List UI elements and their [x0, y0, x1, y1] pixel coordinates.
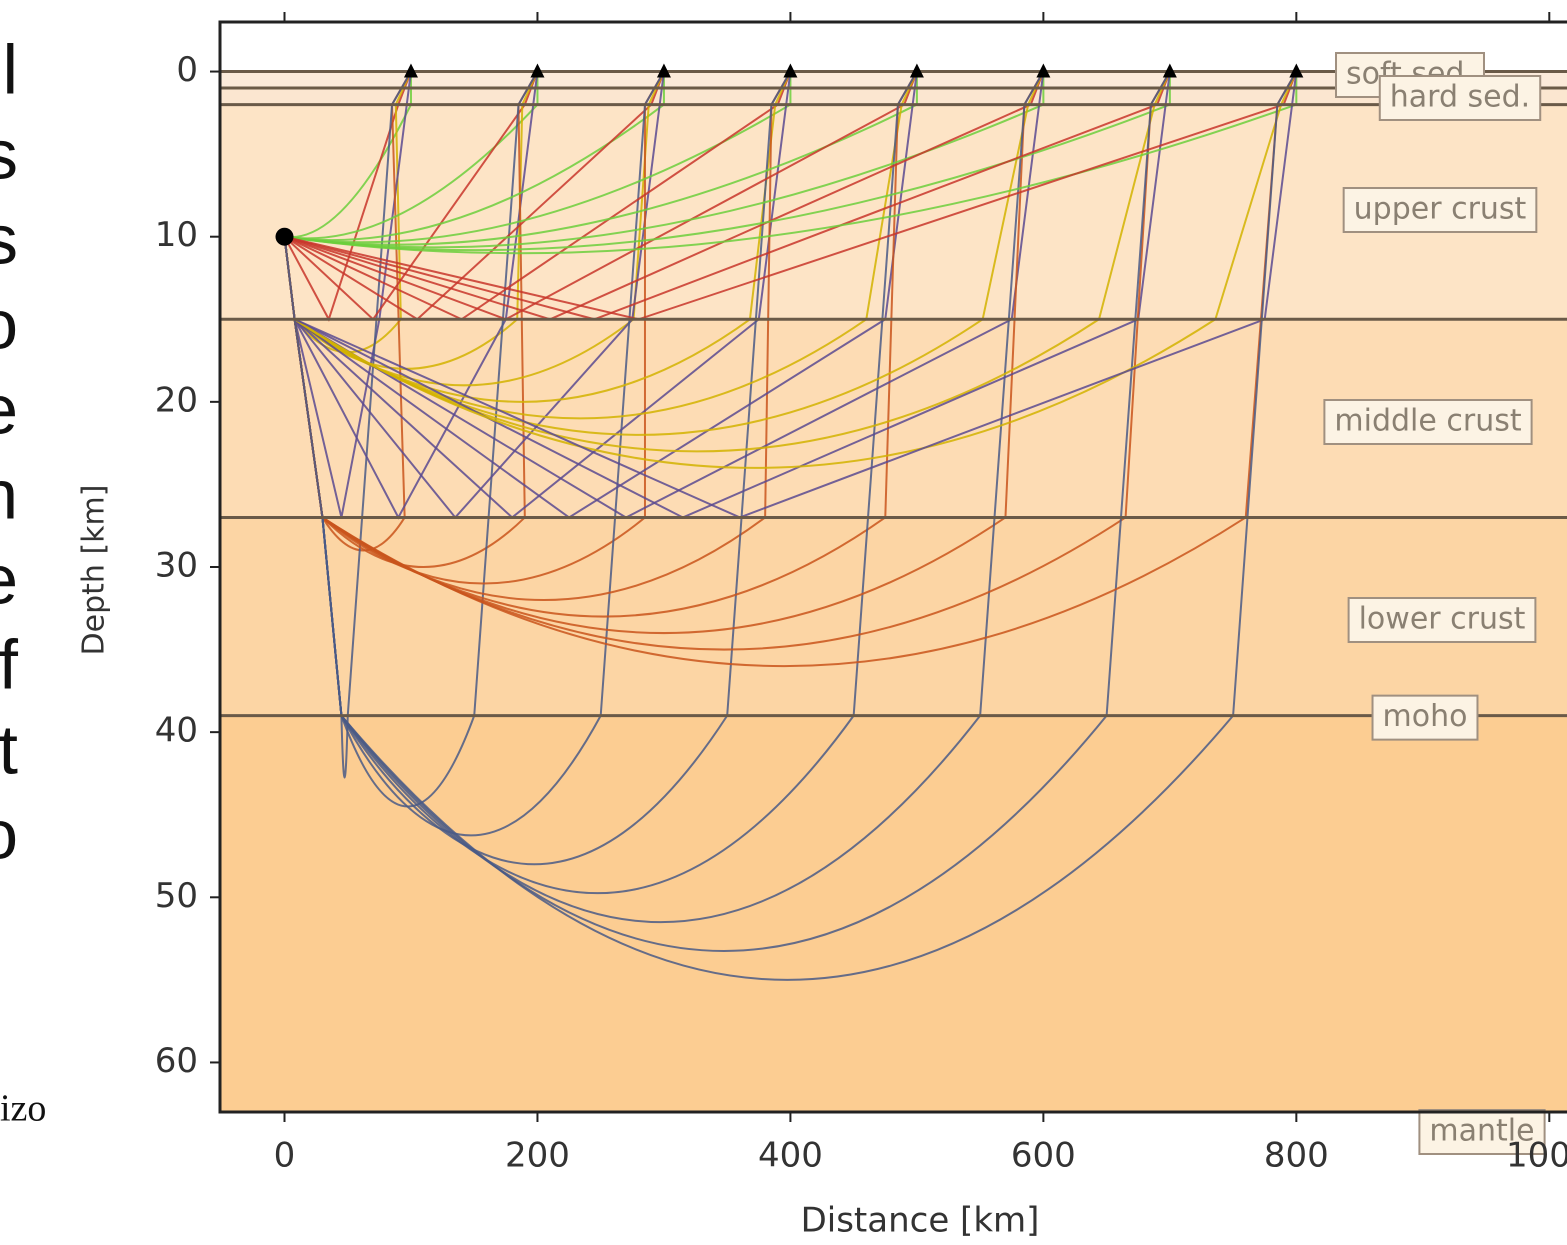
station	[783, 63, 798, 78]
layer	[220, 71, 1567, 89]
x-tick-label: 200	[505, 1136, 570, 1176]
station	[656, 63, 671, 78]
ray	[283, 71, 918, 895]
slide-text: s	[0, 115, 18, 193]
plot	[220, 22, 1567, 1112]
ray	[284, 71, 665, 242]
slide-text: f	[0, 625, 19, 703]
y-tick-label: 60	[155, 1041, 198, 1081]
ray	[283, 71, 539, 568]
slide-text: o	[0, 795, 18, 873]
layer-label: lower crust	[1359, 602, 1526, 637]
layer-label: mantle	[1429, 1114, 1534, 1149]
slide-text: o	[0, 285, 18, 363]
slide-text: e	[0, 370, 18, 448]
station	[403, 63, 418, 78]
slide-text: e	[0, 540, 18, 618]
layer-label-box	[1378, 75, 1542, 121]
slide-footer: izo	[0, 1088, 46, 1130]
layer	[220, 517, 1567, 716]
annotation: moho	[1383, 699, 1468, 734]
layer-label-box	[1323, 399, 1533, 445]
ray	[284, 71, 792, 244]
slide-text: n	[0, 455, 18, 533]
y-tick-label: 40	[155, 711, 198, 751]
y-tick-label: 20	[155, 380, 198, 420]
y-axis-title: Depth [km]	[77, 485, 112, 656]
layer-label: middle crust	[1334, 404, 1521, 439]
y-tick-label: 0	[176, 50, 198, 90]
ray	[284, 71, 1045, 249]
slide-text: l	[2, 30, 18, 108]
y-tick-label: 50	[155, 876, 198, 916]
layer-label: hard sed.	[1390, 80, 1530, 115]
x-tick-label: 400	[758, 1136, 823, 1176]
ray	[283, 71, 1045, 923]
layer	[220, 104, 1567, 320]
ray	[283, 71, 1298, 981]
ray	[284, 71, 1171, 252]
layer-label-box	[1418, 1109, 1546, 1155]
layer-label-box	[1342, 187, 1538, 233]
x-axis-title: Distance [km]	[801, 1201, 1040, 1241]
layer	[220, 715, 1567, 1112]
x-tick-label: 800	[1264, 1136, 1329, 1176]
ray	[283, 71, 665, 837]
layer-label-box	[1347, 597, 1537, 643]
source	[275, 227, 294, 246]
station	[530, 63, 545, 78]
x-tick-label: 0	[274, 1136, 296, 1176]
station	[1036, 63, 1051, 78]
ray	[284, 71, 539, 240]
ray	[283, 71, 1298, 667]
layer	[220, 88, 1567, 105]
x-tick-label: 600	[1011, 1136, 1076, 1176]
ray	[283, 71, 1171, 952]
ray	[283, 71, 792, 866]
ray	[284, 71, 918, 246]
station	[1289, 63, 1304, 78]
ray	[283, 71, 539, 370]
slide-text: s	[0, 200, 18, 278]
y-tick-label: 30	[155, 546, 198, 586]
station	[909, 63, 924, 78]
ray	[284, 71, 412, 239]
annotation-box	[1371, 694, 1479, 741]
slide-text: t	[0, 710, 18, 788]
layer-label: upper crust	[1354, 192, 1527, 227]
station	[1162, 63, 1177, 78]
ray	[284, 71, 1298, 255]
y-tick-label: 10	[155, 215, 198, 255]
